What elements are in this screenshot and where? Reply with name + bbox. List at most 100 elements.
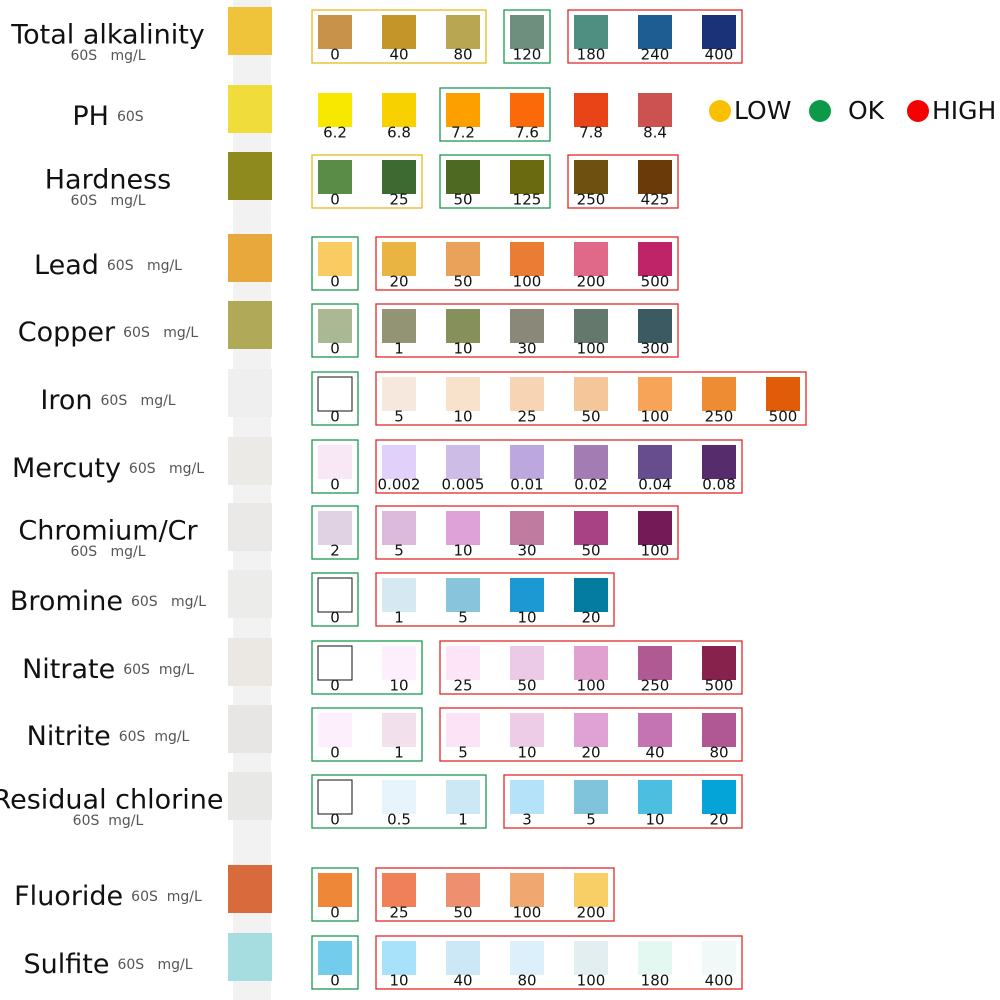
color-swatch xyxy=(510,713,544,747)
swatch-label: 40 xyxy=(389,46,408,64)
parameter-unit: 60S mg/L xyxy=(70,544,145,560)
color-swatch xyxy=(446,941,480,975)
swatch-label: 180 xyxy=(641,972,670,990)
swatch-label: 10 xyxy=(517,744,536,762)
swatch-label: 1 xyxy=(394,340,404,358)
range-box xyxy=(375,572,615,627)
color-swatch xyxy=(510,160,544,194)
color-swatch xyxy=(382,780,416,814)
color-swatch xyxy=(638,377,672,411)
strip-pad xyxy=(228,865,272,913)
swatch-label: 5 xyxy=(458,744,468,762)
strip-pad xyxy=(228,933,272,981)
swatch-label: 0 xyxy=(330,46,340,64)
swatch-label: 80 xyxy=(709,744,728,762)
color-swatch xyxy=(382,160,416,194)
color-swatch xyxy=(510,873,544,907)
color-swatch xyxy=(574,445,608,479)
swatch-label: 125 xyxy=(513,191,542,209)
range-box xyxy=(439,154,551,209)
color-swatch xyxy=(510,377,544,411)
color-swatch xyxy=(638,242,672,276)
color-swatch xyxy=(317,577,353,613)
parameter-name: Hardness xyxy=(45,165,171,196)
color-swatch xyxy=(574,309,608,343)
swatch-label: 30 xyxy=(517,542,536,560)
parameter-name: Nitrite xyxy=(27,721,111,752)
range-box xyxy=(503,9,551,64)
swatch-label: 1 xyxy=(458,811,468,829)
parameter-name: Mercuty xyxy=(12,453,121,484)
color-swatch xyxy=(446,377,480,411)
swatch-label: 250 xyxy=(705,408,734,426)
swatch-label: 25 xyxy=(517,408,536,426)
color-swatch xyxy=(318,160,352,194)
range-box xyxy=(311,774,487,829)
swatch-label: 0.04 xyxy=(638,476,671,494)
range-box xyxy=(567,9,743,64)
parameter-label: PH 60S xyxy=(72,101,143,132)
color-swatch xyxy=(446,309,480,343)
color-swatch xyxy=(574,941,608,975)
swatch-label: 50 xyxy=(581,408,600,426)
swatch-label: 3 xyxy=(522,811,532,829)
swatch-label: 400 xyxy=(705,46,734,64)
strip-pad xyxy=(228,234,272,282)
color-swatch xyxy=(446,445,480,479)
color-swatch xyxy=(382,646,416,680)
swatch-label: 40 xyxy=(453,972,472,990)
swatch-label: 0.02 xyxy=(574,476,607,494)
swatch-label: 0 xyxy=(330,476,340,494)
parameter-unit: 60S mg/L xyxy=(73,813,144,829)
color-swatch xyxy=(382,941,416,975)
swatch-label: 200 xyxy=(577,904,606,922)
swatch-label: 100 xyxy=(577,677,606,695)
swatch-label: 500 xyxy=(769,408,798,426)
color-swatch xyxy=(638,15,672,49)
color-swatch xyxy=(510,646,544,680)
strip-pad xyxy=(228,152,272,200)
color-swatch xyxy=(702,377,736,411)
color-swatch xyxy=(702,445,736,479)
color-swatch xyxy=(574,780,608,814)
swatch-label: 0.08 xyxy=(702,476,735,494)
swatch-label: 0 xyxy=(330,744,340,762)
color-swatch xyxy=(382,873,416,907)
parameter-unit: 60S mg/L xyxy=(117,957,192,973)
swatch-label: 6.2 xyxy=(323,124,347,142)
strip-pad xyxy=(228,301,272,349)
color-swatch xyxy=(638,780,672,814)
color-swatch xyxy=(574,15,608,49)
color-swatch xyxy=(318,713,352,747)
range-box xyxy=(567,154,679,209)
range-box xyxy=(311,303,359,358)
swatch-label: 100 xyxy=(513,273,542,291)
swatch-label: 1 xyxy=(394,744,404,762)
color-swatch xyxy=(574,377,608,411)
color-swatch xyxy=(766,377,800,411)
range-box xyxy=(311,371,359,426)
color-swatch xyxy=(382,377,416,411)
legend-label: LOW xyxy=(734,96,791,125)
swatch-label: 0 xyxy=(330,408,340,426)
range-box xyxy=(311,707,423,762)
strip-pad xyxy=(228,638,272,686)
color-swatch xyxy=(510,511,544,545)
swatch-label: 0.002 xyxy=(378,476,421,494)
range-box xyxy=(439,640,743,695)
range-box xyxy=(375,439,743,494)
legend-dot xyxy=(809,100,831,122)
color-swatch xyxy=(638,160,672,194)
swatch-label: 0 xyxy=(330,273,340,291)
swatch-label: 100 xyxy=(513,904,542,922)
strip-pad xyxy=(228,437,272,485)
parameter-unit: 60S mg/L xyxy=(101,393,176,409)
swatch-label: 500 xyxy=(705,677,734,695)
color-swatch xyxy=(574,873,608,907)
parameter-unit: 60S mg/L xyxy=(70,193,145,209)
strip-pad xyxy=(228,85,272,133)
swatch-label: 10 xyxy=(389,677,408,695)
color-swatch xyxy=(318,242,352,276)
swatch-label: 20 xyxy=(581,744,600,762)
color-swatch xyxy=(510,93,544,127)
